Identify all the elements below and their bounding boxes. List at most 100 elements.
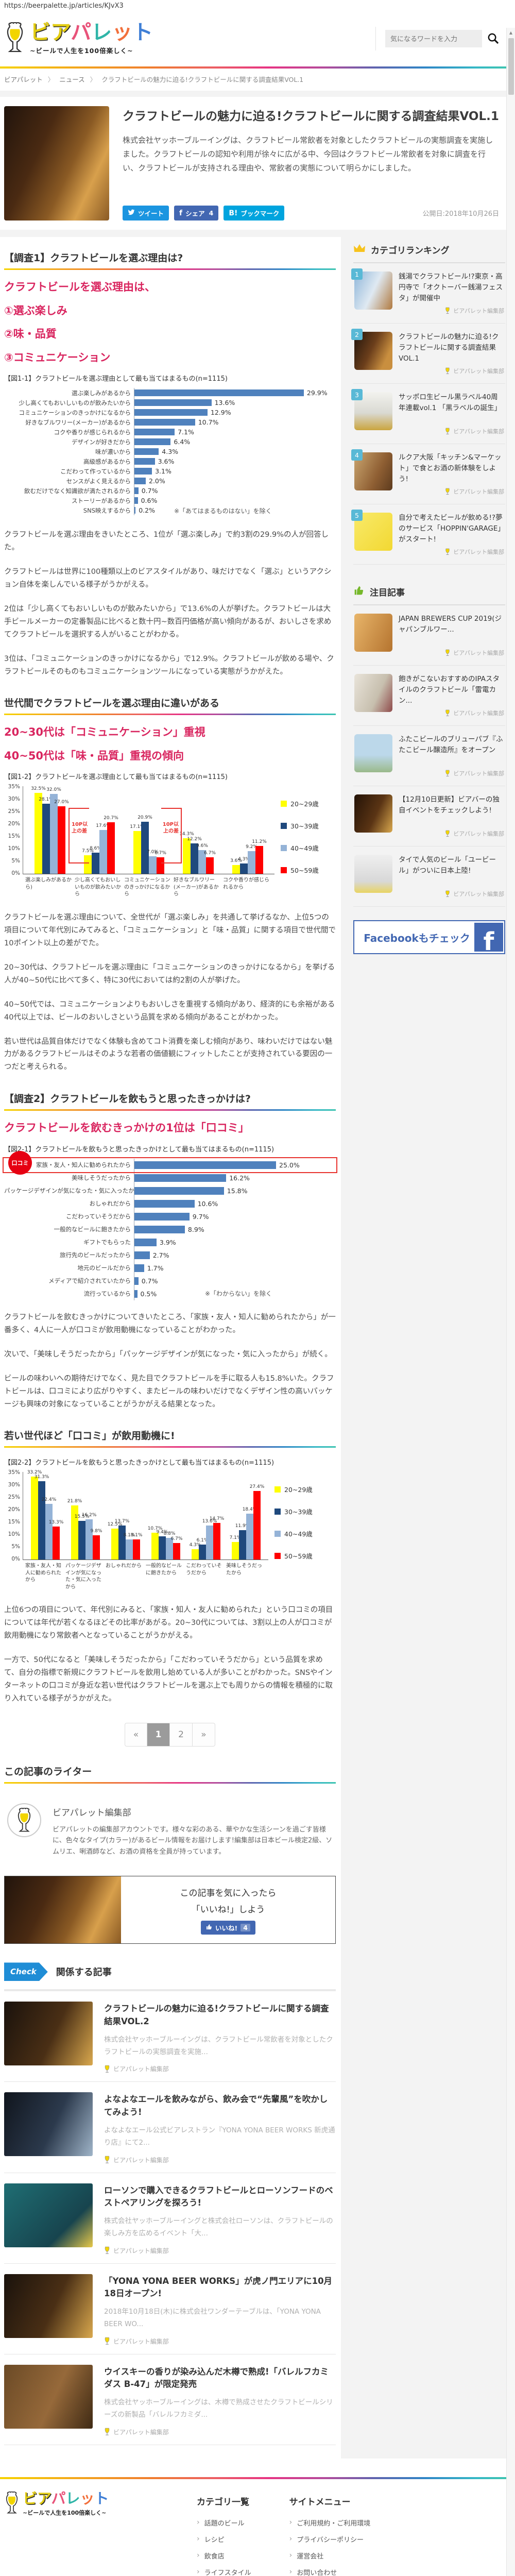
chart-category-label: 一般的なビールに飽きたから [146,1563,182,1576]
ranking-item-title[interactable]: 銭湯でクラフトビール!?東京・高円寺で「オクトーバー銭湯フェスタ」が開催中 [399,273,503,302]
legend-swatch [274,1552,281,1559]
legend-label: 40~49歳 [290,844,319,853]
chart-fig1-2: 【図1-2】クラフトビールを選ぶ理由として最も当てはまるもの(n=1115) 3… [4,771,336,898]
related-heading: 関係する記事 [56,1967,112,1978]
related-article-thumbnail[interactable] [4,2183,93,2247]
featured-item-thumbnail[interactable] [354,734,392,772]
scrollbar-thumb[interactable] [508,38,514,95]
search-button[interactable] [482,31,499,46]
related-article-excerpt: 株式会社ヤッホーブルーイングと株式会社ローソンは、クラフトビールの楽しみ方を広め… [104,2217,333,2238]
featured-item-thumbnail[interactable] [354,614,392,652]
pagination-item[interactable]: 2 [170,1723,193,1747]
breadcrumb-separator: 〉 [90,76,97,83]
ranking-item[interactable]: 2 クラフトビールの魅力に迫る!クラフトビールに関する調査結果VOL.1 ビアパ… [351,324,505,384]
chart-category-labels: 選ぶ楽しみがあるから) 少し高くてもおいしいものが飲みたいから コミュニケーションの… [23,874,274,898]
footer-category-link[interactable]: › 話題のビール [197,2518,245,2528]
breadcrumb-news[interactable]: ニュース [59,76,85,83]
featured-item[interactable]: 飽きがこないおすすめのIPAスタイルのクラフトビール「雷電カン... ビアパレッ… [353,666,505,726]
scrollbar-up-arrow-icon[interactable]: ▲ [509,30,513,35]
tweet-button[interactable]: ツイート [123,206,169,221]
related-article-title[interactable]: ローソンで購入できるクラフトビールとローソンフードのベストペアリングを探ろう! [104,2185,333,2208]
facebook-share-button[interactable]: f シェア 4 [174,206,219,221]
related-article-thumbnail[interactable] [4,2364,93,2429]
related-article-thumbnail[interactable] [4,2002,93,2066]
related-article[interactable]: ローソンで購入できるクラフトビールとローソンフードのベストペアリングを探ろう! … [4,2173,336,2264]
chart-bar-track: 0.7% [134,1274,336,1287]
axis-tick-label: 0% [11,870,20,877]
related-article-thumbnail[interactable] [4,2274,93,2338]
facebook-banner[interactable]: Facebookもチェック f [353,920,505,954]
featured-item[interactable]: JAPAN BREWERS CUP 2019(ジャパンブルワー... ビアパレッ… [353,605,505,666]
site-header: ビアパレット ~ビールで人生を100倍楽しく~ [0,14,506,66]
featured-item-title[interactable]: ふたこビールのブリューパブ『ふたこビール醸造所』をオープン [399,735,503,754]
featured-item-title[interactable]: JAPAN BREWERS CUP 2019(ジャパンブルワー... [399,615,502,634]
writer-avatar [7,1803,41,1837]
ranking-item-title[interactable]: クラフトビールの魅力に迫る!クラフトビールに関する調査結果VOL.1 [399,333,499,363]
pagination-item[interactable]: « [125,1723,147,1747]
footer-category-link[interactable]: › レシピ [197,2535,225,2544]
chart-bar-row: コクや香りが感じられるから 7.1% [4,427,336,437]
footer-logo[interactable]: ビアパレット ~ビールで人生を100倍楽しく~ [4,2491,159,2576]
footer-sitemenu-link[interactable]: › 運営会社 [289,2551,324,2561]
chart-category-label: SNS映えするから [83,506,131,514]
ranking-item[interactable]: 1 銭湯でクラフトビール!?東京・高円寺で「オクトーバー銭湯フェスタ」が開催中 … [351,263,505,324]
hatena-bookmark-button[interactable]: B! ブックマーク [224,206,285,221]
writer-name[interactable]: ビアパレット編集部 [53,1808,131,1818]
featured-item-title[interactable]: タイで人気のビール「ユービール」がついに日本上陸! [399,856,496,875]
featured-item-title[interactable]: 【12月10日更新】ビアバーの独自イベントをチェックしよう! [399,795,500,815]
footer-sitemenu-link[interactable]: › お問い合わせ [289,2568,337,2576]
featured-item[interactable]: 【12月10日更新】ビアバーの独自イベントをチェックしよう! ビアパレット編集部 [353,786,505,846]
featured-item[interactable]: ふたこビールのブリューパブ『ふたこビール醸造所』をオープン ビアパレット編集部 [353,726,505,786]
related-article-title[interactable]: 「YONA YONA BEER WORKS」が虎ノ門エリアに10月18日オープン… [104,2276,333,2299]
site-logo[interactable]: ビアパレット ~ビールで人生を100倍楽しく~ [4,22,153,55]
related-article-title[interactable]: クラフトビールの魅力に迫る!クラフトビールに関する調査結果VOL.2 [104,2004,329,2027]
footer-sitemenu-link[interactable]: › ご利用規約・ご利用環境 [289,2518,371,2528]
related-article-title[interactable]: ウイスキーの香りが染み込んだ木樽で熟成!「バレルフカミダス B-47」が限定発売 [104,2366,329,2389]
related-article-author: ビアパレット編集部 [104,2428,336,2436]
pagination-item[interactable]: 1 [147,1723,170,1747]
bar [134,1251,150,1259]
featured-item-thumbnail[interactable] [354,794,392,833]
chart-value-label: 0.6% [141,497,158,504]
ranking-item[interactable]: 5 自分で考えたビールが飲める!?夢のサービス「HOPPIN'GARAGE」がス… [351,504,505,565]
chart-value-label: 3.9% [159,1238,176,1246]
related-article[interactable]: よなよなエールを飲みながら、飲み会で“先輩風”を吹かしてみよう! よなよなエール… [4,2082,336,2173]
chevron-right-icon: › [289,2518,293,2527]
legend-label: 30~39歳 [284,1508,313,1516]
related-article-title[interactable]: よなよなエールを飲みながら、飲み会で“先輩風”を吹かしてみよう! [104,2094,328,2117]
pagination-item[interactable]: » [193,1723,215,1747]
legend-swatch [281,822,287,829]
related-article[interactable]: 「YONA YONA BEER WORKS」が虎ノ門エリアに10月18日オープン… [4,2264,336,2354]
footer-category-link[interactable]: › 飲食店 [197,2551,225,2561]
featured-item-thumbnail[interactable] [354,855,392,893]
highlight-text: クラフトビールを飲むきっかけの1位は「口コミ」 [4,1122,249,1134]
featured-item-thumbnail[interactable] [354,674,392,712]
related-article[interactable]: ウイスキーの香りが染み込んだ木樽で熟成!「バレルフカミダス B-47」が限定発売… [4,2354,336,2445]
scrollbar[interactable]: ▲ [506,28,515,2576]
chart-value-label: 17.6% [96,823,111,828]
bar [134,399,212,406]
footer-category-link[interactable]: › ライフスタイル [197,2568,251,2576]
sidebar-ranking-heading: カテゴリランキング [353,238,505,263]
chart-plot-area: 32.5% 28.1% 32.0% 27.0% 7.5% 8.6% 17.6% 20.7% 10… [23,786,274,898]
facebook-like-button[interactable]: いいね! 4 [201,1920,255,1935]
chart-bar-track: 7.1% [134,427,336,437]
related-article-thumbnail[interactable] [4,2092,93,2157]
chart-value-label: 7.5% [82,849,94,854]
ranking-item-title[interactable]: ルクア大阪「キッチン&マーケット」で食とお酒の新体験をしよう! [399,453,502,483]
bar: 6.7% [154,851,166,874]
related-article[interactable]: クラフトビールの魅力に迫る!クラフトビールに関する調査結果VOL.2 株式会社ヤ… [4,1991,336,2082]
chart-bar-track: 3.1% [134,466,336,476]
ranking-item[interactable]: 4 ルクア大阪「キッチン&マーケット」で食とお酒の新体験をしよう! ビアパレット… [351,444,505,504]
chart-value-label: 4.3% [162,448,179,455]
ranking-item-title[interactable]: 自分で考えたビールが飲める!?夢のサービス「HOPPIN'GARAGE」がスター… [399,514,503,544]
search-input[interactable] [385,30,482,47]
ranking-item-title[interactable]: サッポロ生ビール黒ラベル40周年連載vol.1 「黒ラベルの誕生」 [399,393,502,412]
footer-sitemenu-link[interactable]: › プライバシーポリシー [289,2535,364,2544]
bar: 32.5% [31,786,46,874]
ranking-item[interactable]: 3 サッポロ生ビール黒ラベル40周年連載vol.1 「黒ラベルの誕生」 ビアパレ… [351,384,505,444]
featured-item[interactable]: タイで人気のビール「ユービール」がついに日本上陸! ビアパレット編集部 [353,846,505,907]
featured-item-title[interactable]: 飽きがこないおすすめのIPAスタイルのクラフトビール「雷電カン... [399,675,500,705]
chart-value-label: 13.7% [114,1518,130,1524]
breadcrumb-home[interactable]: ビアパレット [4,76,43,83]
